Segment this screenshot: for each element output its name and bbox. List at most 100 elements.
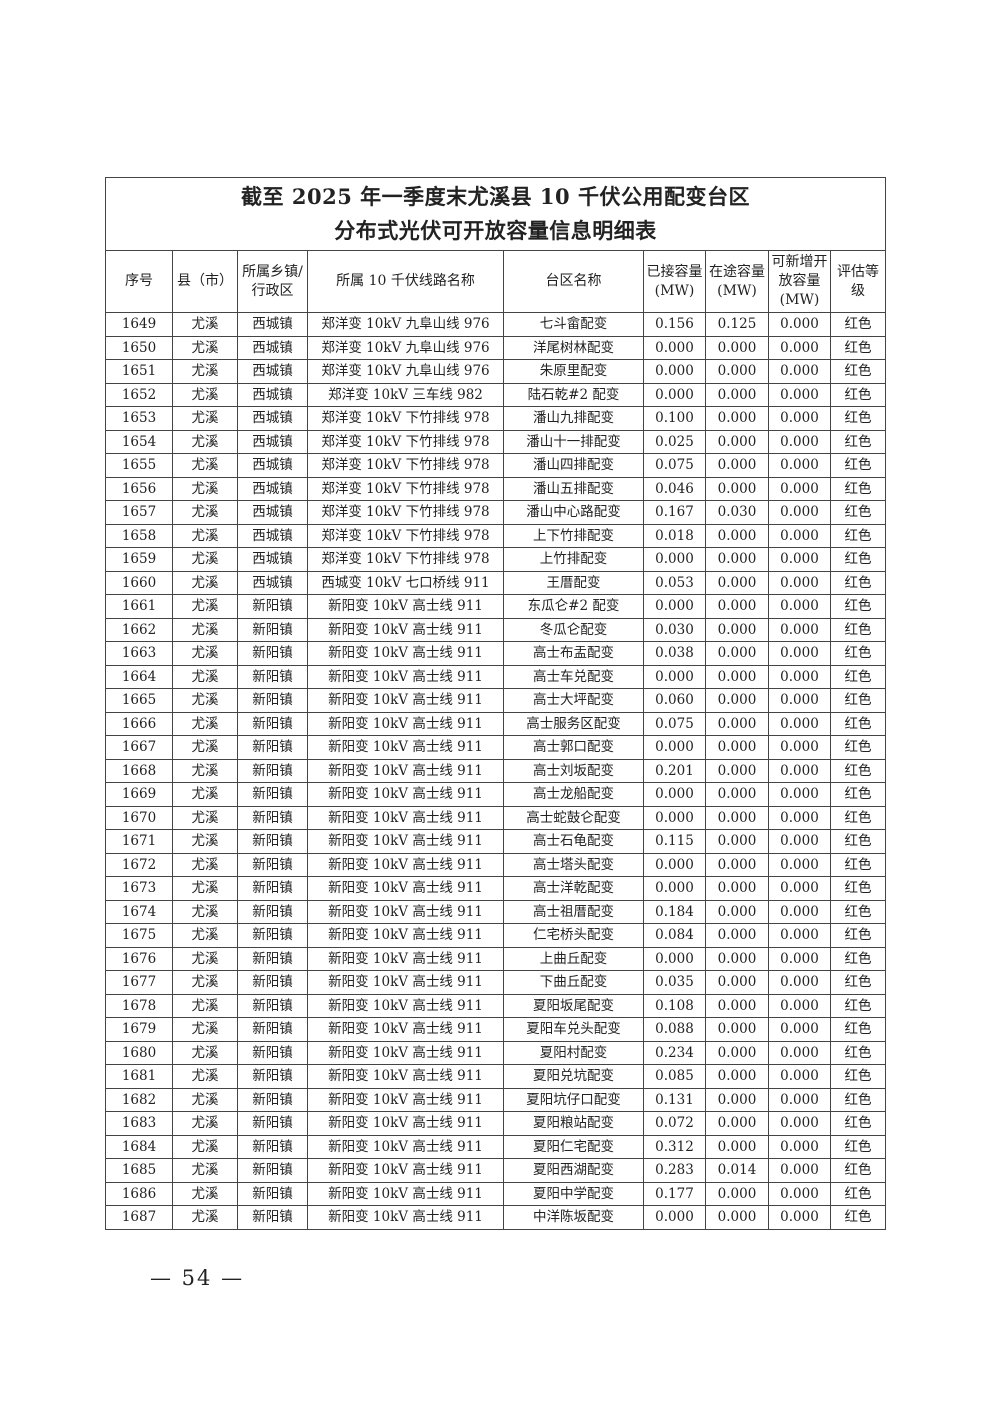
- cell-grade: 红色: [829, 1040, 887, 1065]
- cell-new-capacity: 0.000: [768, 1017, 831, 1042]
- cell-seq: 1668: [105, 758, 173, 783]
- cell-county: 尤溪: [172, 923, 238, 948]
- cell-line: 郑洋变 10kV 下竹排线 978: [307, 476, 504, 501]
- cell-line: 西城变 10kV 七口桥线 911: [307, 570, 504, 595]
- cell-area: 夏阳西湖配变: [503, 1158, 644, 1183]
- table-row: 1653 尤溪 西城镇 郑洋变 10kV 下竹排线 978 潘山九排配变 0.100 0.0…: [105, 406, 887, 431]
- cell-line: 新阳变 10kV 高士线 911: [307, 1017, 504, 1042]
- cell-seq: 1669: [105, 782, 173, 807]
- cell-area: 高士塔头配变: [503, 852, 644, 877]
- cell-in-transit: 0.000: [705, 1040, 769, 1065]
- cell-new-capacity: 0.000: [768, 453, 831, 478]
- cell-area: 上曲丘配变: [503, 946, 644, 971]
- cell-area: 高士车兑配变: [503, 664, 644, 689]
- cell-area: 夏阳中学配变: [503, 1181, 644, 1206]
- cell-county: 尤溪: [172, 758, 238, 783]
- cell-grade: 红色: [829, 335, 887, 360]
- cell-new-capacity: 0.000: [768, 1181, 831, 1206]
- table-row: 1657 尤溪 西城镇 郑洋变 10kV 下竹排线 978 潘山中心路配变 0.167 0.…: [105, 500, 887, 525]
- cell-new-capacity: 0.000: [768, 993, 831, 1018]
- cell-in-transit: 0.000: [705, 852, 769, 877]
- cell-connected: 0.000: [643, 382, 706, 407]
- cell-new-capacity: 0.000: [768, 641, 831, 666]
- cell-in-transit: 0.000: [705, 547, 769, 572]
- cell-county: 尤溪: [172, 1040, 238, 1065]
- cell-connected: 0.184: [643, 899, 706, 924]
- cell-grade: 红色: [829, 829, 887, 854]
- cell-connected: 0.084: [643, 923, 706, 948]
- cell-town: 新阳镇: [237, 1040, 308, 1065]
- cell-line: 郑洋变 10kV 下竹排线 978: [307, 547, 504, 572]
- cell-county: 尤溪: [172, 852, 238, 877]
- cell-county: 尤溪: [172, 1158, 238, 1183]
- cell-grade: 红色: [829, 899, 887, 924]
- cell-county: 尤溪: [172, 899, 238, 924]
- cell-seq: 1682: [105, 1087, 173, 1112]
- cell-new-capacity: 0.000: [768, 970, 831, 995]
- cell-in-transit: 0.000: [705, 1087, 769, 1112]
- cell-town: 新阳镇: [237, 1017, 308, 1042]
- cell-connected: 0.000: [643, 547, 706, 572]
- cell-in-transit: 0.000: [705, 429, 769, 454]
- cell-new-capacity: 0.000: [768, 429, 831, 454]
- cell-county: 尤溪: [172, 805, 238, 830]
- cell-line: 郑洋变 10kV 下竹排线 978: [307, 406, 504, 431]
- table-row: 1650 尤溪 西城镇 郑洋变 10kV 九阜山线 976 洋尾树林配变 0.000 0.0…: [105, 335, 887, 360]
- cell-area: 夏阳车兑头配变: [503, 1017, 644, 1042]
- cell-county: 尤溪: [172, 453, 238, 478]
- cell-in-transit: 0.000: [705, 805, 769, 830]
- cell-grade: 红色: [829, 805, 887, 830]
- cell-new-capacity: 0.000: [768, 500, 831, 525]
- cell-line: 新阳变 10kV 高士线 911: [307, 594, 504, 619]
- cell-new-capacity: 0.000: [768, 782, 831, 807]
- cell-area: 上下竹排配变: [503, 523, 644, 548]
- cell-in-transit: 0.000: [705, 876, 769, 901]
- cell-new-capacity: 0.000: [768, 335, 831, 360]
- cell-new-capacity: 0.000: [768, 382, 831, 407]
- cell-in-transit: 0.000: [705, 1205, 769, 1230]
- table-row: 1656 尤溪 西城镇 郑洋变 10kV 下竹排线 978 潘山五排配变 0.046 0.0…: [105, 476, 887, 501]
- cell-line: 新阳变 10kV 高士线 911: [307, 664, 504, 689]
- cell-town: 新阳镇: [237, 594, 308, 619]
- cell-seq: 1654: [105, 429, 173, 454]
- cell-connected: 0.038: [643, 641, 706, 666]
- cell-seq: 1651: [105, 359, 173, 384]
- cell-new-capacity: 0.000: [768, 852, 831, 877]
- cell-connected: 0.046: [643, 476, 706, 501]
- cell-county: 尤溪: [172, 570, 238, 595]
- cell-in-transit: 0.000: [705, 758, 769, 783]
- cell-line: 新阳变 10kV 高士线 911: [307, 805, 504, 830]
- cell-grade: 红色: [829, 664, 887, 689]
- cell-seq: 1687: [105, 1205, 173, 1230]
- cell-grade: 红色: [829, 570, 887, 595]
- cell-area: 潘山五排配变: [503, 476, 644, 501]
- cell-connected: 0.000: [643, 594, 706, 619]
- cell-town: 新阳镇: [237, 688, 308, 713]
- cell-in-transit: 0.000: [705, 923, 769, 948]
- cell-grade: 红色: [829, 923, 887, 948]
- cell-area: 潘山九排配变: [503, 406, 644, 431]
- cell-in-transit: 0.000: [705, 1017, 769, 1042]
- cell-grade: 红色: [829, 359, 887, 384]
- table-row: 1652 尤溪 西城镇 郑洋变 10kV 三车线 982 陆石乾#2 配变 0.000 0.…: [105, 382, 887, 407]
- cell-grade: 红色: [829, 406, 887, 431]
- table-row: 1665 尤溪 新阳镇 新阳变 10kV 高士线 911 高士大坪配变 0.060 0.00…: [105, 688, 887, 713]
- cell-town: 西城镇: [237, 547, 308, 572]
- cell-in-transit: 0.000: [705, 970, 769, 995]
- cell-grade: 红色: [829, 547, 887, 572]
- cell-connected: 0.088: [643, 1017, 706, 1042]
- cell-in-transit: 0.000: [705, 335, 769, 360]
- cell-in-transit: 0.000: [705, 664, 769, 689]
- cell-line: 新阳变 10kV 高士线 911: [307, 899, 504, 924]
- cell-line: 新阳变 10kV 高士线 911: [307, 1040, 504, 1065]
- cell-county: 尤溪: [172, 735, 238, 760]
- cell-town: 新阳镇: [237, 829, 308, 854]
- table-body: 1649 尤溪 西城镇 郑洋变 10kV 九阜山线 976 七斗畲配变 0.156 0.12…: [105, 312, 887, 1230]
- table-row: 1680 尤溪 新阳镇 新阳变 10kV 高士线 911 夏阳村配变 0.234 0.000…: [105, 1040, 887, 1065]
- cell-area: 高士蛇鼓仑配变: [503, 805, 644, 830]
- cell-connected: 0.025: [643, 429, 706, 454]
- cell-grade: 红色: [829, 970, 887, 995]
- cell-seq: 1671: [105, 829, 173, 854]
- table-row: 1673 尤溪 新阳镇 新阳变 10kV 高士线 911 高士洋乾配变 0.000 0.00…: [105, 876, 887, 901]
- cell-town: 新阳镇: [237, 1158, 308, 1183]
